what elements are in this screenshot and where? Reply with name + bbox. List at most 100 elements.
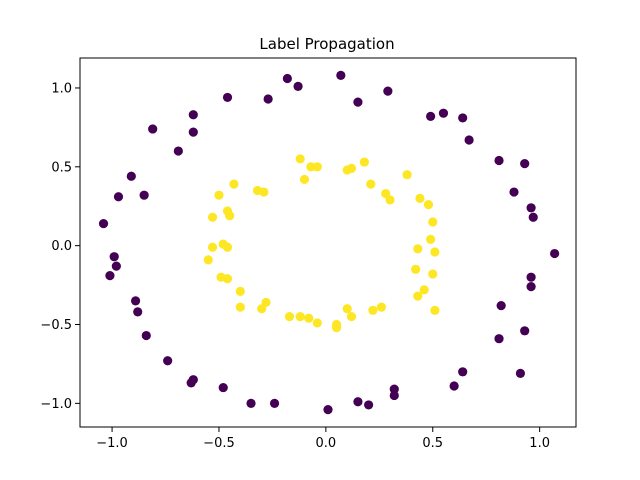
x-tick-label: 1.0 [529, 436, 550, 451]
point-inner-8 [366, 179, 376, 189]
point-inner-3 [312, 162, 322, 172]
point-outer-1 [336, 70, 346, 80]
point-inner-40 [342, 304, 352, 314]
point-inner-27 [203, 255, 213, 265]
point-outer-37 [458, 367, 468, 377]
y-tick-label: 0.5 [51, 160, 72, 175]
point-inner-26 [430, 247, 440, 257]
point-inner-25 [413, 244, 423, 254]
point-outer-16 [520, 159, 530, 169]
point-inner-38 [376, 302, 387, 312]
point-inner-18 [225, 211, 235, 221]
point-outer-26 [111, 261, 121, 271]
point-outer-38 [515, 368, 526, 378]
point-outer-15 [494, 155, 504, 166]
point-inner-14 [385, 195, 395, 205]
point-outer-17 [126, 171, 136, 181]
point-inner-23 [207, 242, 218, 252]
point-outer-13 [464, 135, 474, 145]
y-tick-label: 0.0 [51, 239, 72, 254]
point-inner-43 [295, 312, 305, 322]
point-outer-30 [130, 296, 141, 306]
point-outer-20 [113, 192, 124, 202]
point-inner-7 [299, 174, 310, 185]
point-outer-49 [323, 405, 333, 415]
point-outer-29 [526, 282, 536, 292]
point-outer-45 [246, 398, 256, 408]
point-outer-41 [449, 381, 459, 391]
axes-layer: −1.0 −0.5 0.0 0.5 1.0 1.0 0.5 0.0 −0.5 −1.0 [40, 57, 577, 451]
point-inner-6 [402, 170, 412, 180]
point-inner-42 [284, 312, 295, 322]
point-outer-4 [222, 92, 233, 103]
point-inner-33 [235, 286, 245, 296]
point-outer-34 [141, 330, 151, 341]
point-inner-29 [428, 269, 438, 279]
point-outer-7 [188, 110, 198, 120]
point-inner-1 [359, 157, 369, 167]
point-inner-2 [306, 162, 316, 172]
point-outer-12 [188, 127, 198, 137]
point-inner-0 [295, 154, 305, 164]
point-inner-24 [222, 242, 233, 252]
x-tick-label: 0.5 [422, 436, 443, 451]
point-inner-16 [423, 200, 434, 210]
point-outer-9 [426, 111, 436, 121]
point-outer-28 [526, 272, 536, 282]
point-outer-22 [528, 212, 538, 222]
point-outer-0 [282, 73, 292, 84]
point-inner-9 [229, 179, 239, 189]
point-inner-11 [259, 187, 269, 197]
x-tick-label: −1.0 [96, 436, 128, 451]
point-outer-47 [353, 397, 363, 407]
point-outer-23 [98, 218, 109, 229]
point-inner-21 [426, 234, 436, 244]
point-inner-44 [304, 313, 314, 323]
point-outer-27 [105, 271, 115, 281]
point-outer-18 [509, 187, 519, 197]
x-tick-label: 0.0 [316, 436, 337, 451]
point-inner-5 [346, 163, 357, 173]
point-inner-19 [207, 212, 218, 222]
point-outer-19 [139, 190, 149, 200]
point-outer-44 [389, 390, 399, 401]
point-outer-10 [458, 113, 468, 123]
point-inner-41 [368, 305, 378, 315]
point-outer-42 [218, 382, 228, 393]
point-outer-3 [383, 86, 393, 96]
point-outer-14 [173, 146, 183, 156]
point-outer-36 [163, 356, 173, 366]
point-inner-46 [312, 318, 322, 328]
y-tick-label: −1.0 [40, 397, 72, 412]
points-layer [98, 70, 560, 415]
point-outer-5 [263, 94, 273, 104]
plot-frame [79, 57, 577, 428]
chart-title: Label Propagation [259, 35, 394, 53]
point-inner-39 [430, 305, 440, 315]
x-tick-label: −0.5 [203, 436, 235, 451]
point-outer-33 [520, 326, 530, 336]
point-outer-25 [109, 252, 119, 262]
point-inner-45 [346, 312, 357, 322]
point-inner-34 [413, 291, 423, 301]
point-outer-24 [550, 248, 560, 259]
point-inner-32 [419, 285, 429, 295]
point-outer-32 [496, 300, 506, 311]
point-outer-31 [133, 307, 143, 317]
point-inner-36 [235, 302, 245, 312]
point-outer-8 [438, 108, 449, 118]
point-outer-43 [389, 384, 399, 394]
point-outer-11 [148, 124, 158, 134]
point-outer-35 [494, 334, 504, 344]
point-outer-40 [186, 378, 196, 388]
point-inner-31 [222, 274, 233, 284]
point-inner-15 [415, 193, 425, 203]
point-outer-6 [353, 97, 363, 107]
y-tick-label: 1.0 [51, 81, 72, 96]
point-outer-2 [293, 81, 303, 91]
point-outer-46 [269, 398, 280, 408]
point-inner-37 [257, 304, 267, 314]
point-outer-21 [526, 203, 536, 213]
point-inner-13 [214, 190, 224, 200]
